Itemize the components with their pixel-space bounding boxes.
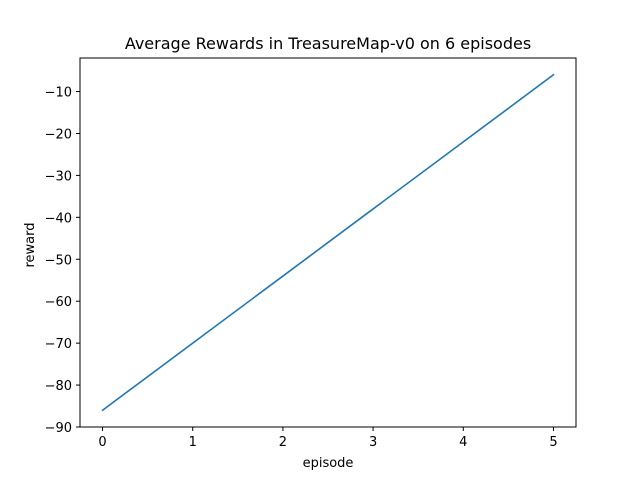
x-tick-label: 3 [369,435,377,450]
y-tick-label: −30 [45,169,72,184]
x-axis-label: episode [303,456,354,471]
y-tick-label: −40 [45,211,72,226]
y-tick-label: −80 [45,379,72,394]
y-tick-label: −90 [45,421,72,436]
axes-frame [79,57,577,428]
y-tick-label: −50 [45,253,72,268]
plot-area [79,57,577,428]
x-axis-ticks: 0 1 2 3 4 5 [98,427,558,450]
chart-title: Average Rewards in TreasureMap-v0 on 6 e… [125,34,531,53]
y-tick-label: −70 [45,337,72,352]
y-axis-ticks: −90 −80 −70 −60 −50 −40 −30 −20 −10 [45,86,80,436]
x-tick-label: 1 [189,435,197,450]
x-tick-label: 4 [459,435,467,450]
x-tick-label: 2 [279,435,287,450]
y-tick-label: −10 [45,86,72,101]
series-line-0 [101,73,555,412]
x-tick-label: 0 [98,435,106,450]
x-tick-label: 5 [549,435,557,450]
y-tick-label: −60 [45,295,72,310]
y-axis-label: reward [23,222,38,267]
y-tick-label: −20 [45,127,72,142]
